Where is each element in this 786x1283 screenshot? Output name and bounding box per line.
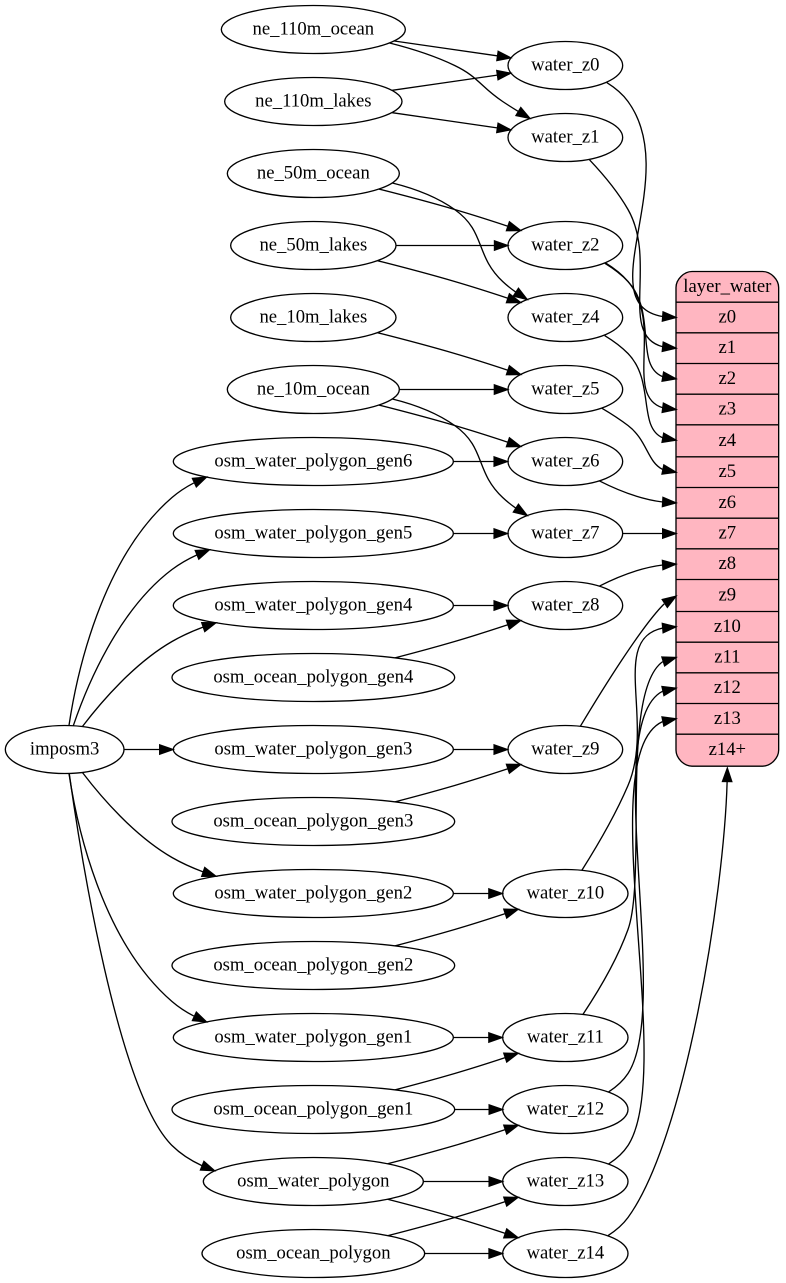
svg-text:water_z1: water_z1 bbox=[531, 126, 599, 147]
svg-text:water_z7: water_z7 bbox=[531, 522, 599, 543]
svg-text:imposm3: imposm3 bbox=[30, 738, 99, 759]
svg-text:osm_water_polygon: osm_water_polygon bbox=[237, 1170, 390, 1191]
svg-text:osm_water_polygon_gen5: osm_water_polygon_gen5 bbox=[214, 522, 412, 543]
svg-text:water_z4: water_z4 bbox=[531, 306, 600, 327]
svg-text:water_z5: water_z5 bbox=[531, 378, 599, 399]
svg-text:osm_water_polygon_gen2: osm_water_polygon_gen2 bbox=[214, 882, 412, 903]
svg-text:ne_50m_ocean: ne_50m_ocean bbox=[257, 162, 371, 183]
svg-text:water_z14: water_z14 bbox=[526, 1242, 604, 1263]
svg-text:ne_110m_ocean: ne_110m_ocean bbox=[253, 18, 375, 39]
svg-text:z1: z1 bbox=[719, 337, 737, 358]
svg-text:z8: z8 bbox=[719, 553, 737, 574]
svg-text:osm_water_polygon_gen3: osm_water_polygon_gen3 bbox=[214, 738, 412, 759]
svg-text:osm_ocean_polygon: osm_ocean_polygon bbox=[236, 1242, 391, 1263]
svg-text:ne_50m_lakes: ne_50m_lakes bbox=[259, 234, 367, 255]
svg-text:z14+: z14+ bbox=[709, 739, 746, 760]
svg-text:z9: z9 bbox=[719, 584, 737, 605]
svg-text:osm_ocean_polygon_gen1: osm_ocean_polygon_gen1 bbox=[213, 1098, 413, 1119]
svg-text:water_z12: water_z12 bbox=[526, 1098, 604, 1119]
svg-text:z3: z3 bbox=[719, 398, 737, 419]
svg-text:layer_water: layer_water bbox=[683, 276, 772, 297]
svg-text:water_z9: water_z9 bbox=[531, 738, 599, 759]
svg-text:osm_water_polygon_gen1: osm_water_polygon_gen1 bbox=[214, 1026, 412, 1047]
svg-text:z7: z7 bbox=[719, 522, 737, 543]
svg-text:z13: z13 bbox=[714, 708, 741, 729]
svg-text:z6: z6 bbox=[719, 492, 737, 513]
svg-text:ne_10m_ocean: ne_10m_ocean bbox=[257, 378, 371, 399]
svg-text:z11: z11 bbox=[714, 646, 740, 667]
svg-text:water_z6: water_z6 bbox=[531, 450, 599, 471]
svg-text:osm_water_polygon_gen6: osm_water_polygon_gen6 bbox=[214, 450, 412, 471]
svg-text:water_z13: water_z13 bbox=[526, 1170, 604, 1191]
svg-text:z2: z2 bbox=[719, 368, 737, 389]
svg-text:z4: z4 bbox=[719, 430, 737, 451]
svg-text:osm_water_polygon_gen4: osm_water_polygon_gen4 bbox=[214, 594, 413, 615]
svg-text:ne_110m_lakes: ne_110m_lakes bbox=[255, 90, 371, 111]
svg-text:ne_10m_lakes: ne_10m_lakes bbox=[259, 306, 367, 327]
svg-text:water_z11: water_z11 bbox=[527, 1026, 604, 1047]
svg-text:z12: z12 bbox=[714, 677, 741, 698]
svg-text:water_z2: water_z2 bbox=[531, 234, 599, 255]
svg-text:z5: z5 bbox=[719, 461, 737, 482]
svg-text:z0: z0 bbox=[719, 306, 737, 327]
svg-text:water_z10: water_z10 bbox=[526, 882, 604, 903]
svg-text:water_z0: water_z0 bbox=[531, 54, 599, 75]
svg-text:z10: z10 bbox=[714, 616, 741, 637]
svg-text:osm_ocean_polygon_gen3: osm_ocean_polygon_gen3 bbox=[213, 810, 413, 831]
svg-text:osm_ocean_polygon_gen4: osm_ocean_polygon_gen4 bbox=[213, 666, 414, 687]
svg-text:osm_ocean_polygon_gen2: osm_ocean_polygon_gen2 bbox=[213, 954, 413, 975]
svg-text:water_z8: water_z8 bbox=[531, 594, 599, 615]
